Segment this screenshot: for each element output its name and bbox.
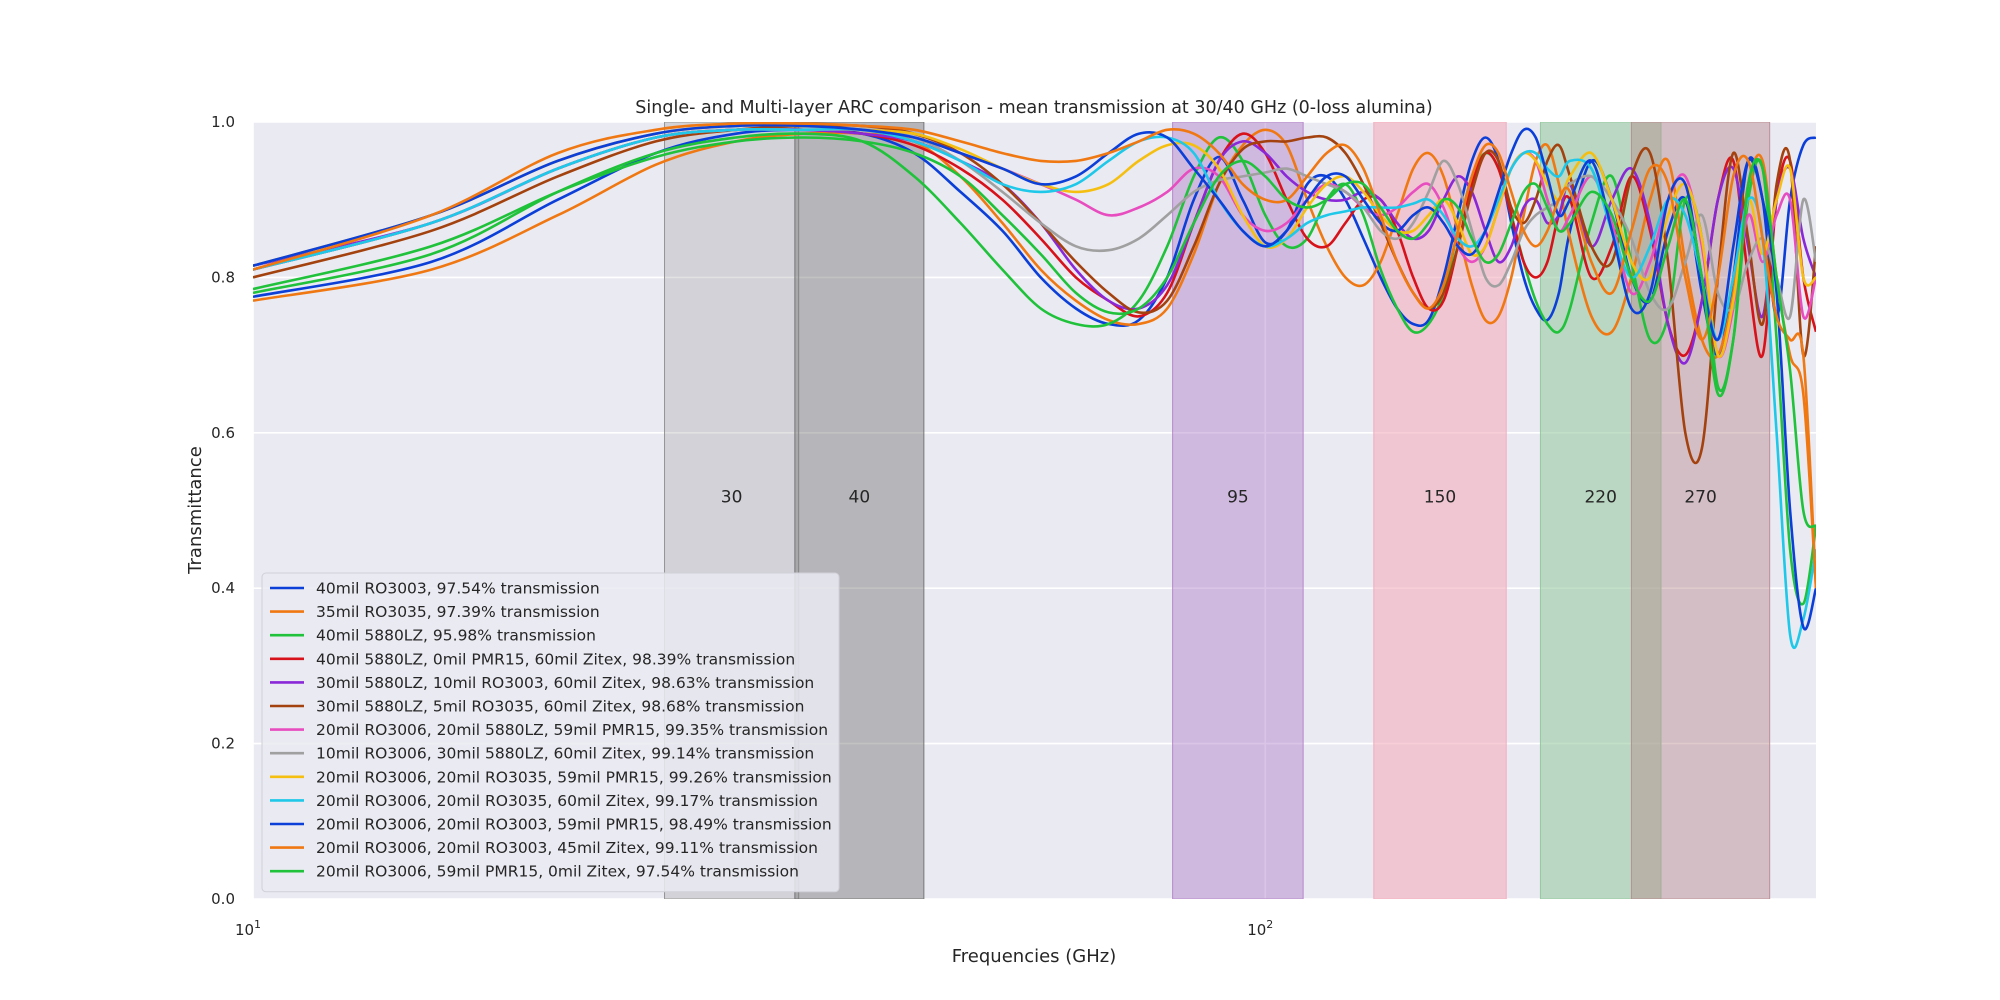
series-line-1 <box>253 128 1816 357</box>
legend: 40mil RO3003, 97.54% transmission 35mil R… <box>261 572 840 893</box>
series-lines <box>253 122 1816 650</box>
band-label-30: 30 <box>721 488 743 508</box>
x-tick-label: 101 <box>235 918 261 939</box>
y-tick-label: 1.0 <box>211 113 235 131</box>
legend-label: 20mil RO3006, 20mil RO3003, 59mil PMR15,… <box>316 816 832 834</box>
x-axis-title: Frequencies (GHz) <box>952 946 1117 967</box>
band-label-270: 270 <box>1684 488 1716 508</box>
legend-label: 20mil RO3006, 20mil RO3035, 59mil PMR15,… <box>316 768 832 786</box>
legend-label: 20mil RO3006, 20mil 5880LZ, 59mil PMR15,… <box>316 721 828 739</box>
series-line-6 <box>253 123 1816 465</box>
y-tick-label: 0.6 <box>211 424 235 442</box>
legend-label: 30mil 5880LZ, 10mil RO3003, 60mil Zitex,… <box>316 674 814 692</box>
band-label-220: 220 <box>1584 488 1616 508</box>
y-tick-label: 0.4 <box>211 579 235 597</box>
y-tick-label: 0.2 <box>211 735 235 753</box>
series-line-12 <box>253 122 1816 589</box>
x-tick-labels: 101 102 <box>235 918 1273 939</box>
y-axis-title: Transmittance <box>185 446 206 575</box>
legend-label: 30mil 5880LZ, 5mil RO3035, 60mil Zitex, … <box>316 698 804 716</box>
y-tick-label: 0.8 <box>211 268 235 286</box>
legend-label: 40mil 5880LZ, 0mil PMR15, 60mil Zitex, 9… <box>316 650 795 668</box>
y-tick-label: 0.0 <box>211 890 235 908</box>
band-label-40: 40 <box>849 488 871 508</box>
legend-label: 20mil RO3006, 20mil RO3035, 60mil Zitex,… <box>316 792 818 810</box>
legend-label: 20mil RO3006, 20mil RO3003, 45mil Zitex,… <box>316 839 818 857</box>
series-line-9 <box>253 123 1816 359</box>
legend-label: 20mil RO3006, 59mil PMR15, 0mil Zitex, 9… <box>316 863 799 881</box>
band-labels: 30 40 95 150 220 270 <box>721 488 1717 508</box>
chart-title: Single- and Multi-layer ARC comparison -… <box>635 98 1432 118</box>
band-220 <box>1539 122 1662 899</box>
band-label-95: 95 <box>1227 488 1249 508</box>
band-label-150: 150 <box>1424 488 1456 508</box>
legend-label: 10mil RO3006, 30mil 5880LZ, 60mil Zitex,… <box>316 745 814 763</box>
legend-box <box>261 572 840 893</box>
series-line-13 <box>253 136 1816 529</box>
legend-label: 40mil 5880LZ, 95.98% transmission <box>316 627 596 645</box>
y-tick-labels: 0.0 0.2 0.4 0.6 0.8 1.0 <box>211 113 235 908</box>
x-tick-label: 102 <box>1247 918 1273 939</box>
band-95 <box>1172 122 1304 899</box>
legend-label: 35mil RO3035, 97.39% transmission <box>316 603 600 621</box>
legend-label: 40mil RO3003, 97.54% transmission <box>316 580 600 598</box>
